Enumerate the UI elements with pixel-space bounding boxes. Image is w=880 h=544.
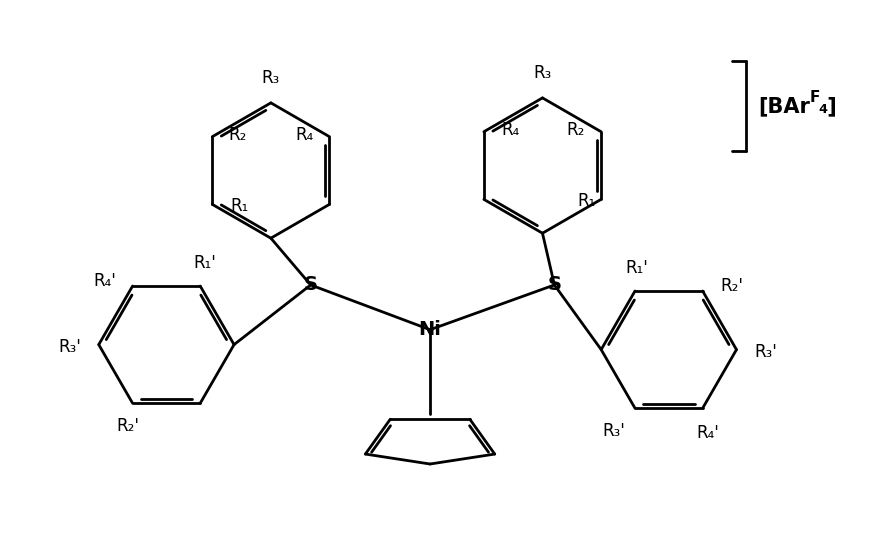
Text: Ni: Ni xyxy=(419,320,442,339)
Text: R₂': R₂' xyxy=(721,277,744,295)
Text: F: F xyxy=(810,90,820,106)
Text: ₄]: ₄] xyxy=(818,96,837,116)
Text: R₁: R₁ xyxy=(231,197,248,215)
Text: R₂': R₂' xyxy=(116,417,139,435)
Text: R₂: R₂ xyxy=(228,126,246,144)
Text: S: S xyxy=(304,275,318,294)
Text: R₂: R₂ xyxy=(567,121,585,139)
Text: R₁': R₁' xyxy=(194,254,216,272)
Text: R₄: R₄ xyxy=(296,126,313,144)
Text: R₃': R₃' xyxy=(58,338,81,356)
Text: [BAr: [BAr xyxy=(759,96,810,116)
Text: R₄': R₄' xyxy=(94,272,117,290)
Text: R₄: R₄ xyxy=(502,121,520,139)
Text: R₃': R₃' xyxy=(602,422,625,440)
Text: S: S xyxy=(547,275,561,294)
Text: R₃: R₃ xyxy=(261,69,280,87)
Text: R₃': R₃' xyxy=(754,343,777,361)
Text: R₄': R₄' xyxy=(696,424,719,442)
Text: R₁': R₁' xyxy=(626,259,649,277)
Text: R₃: R₃ xyxy=(533,64,552,82)
Text: R₁: R₁ xyxy=(578,193,596,211)
